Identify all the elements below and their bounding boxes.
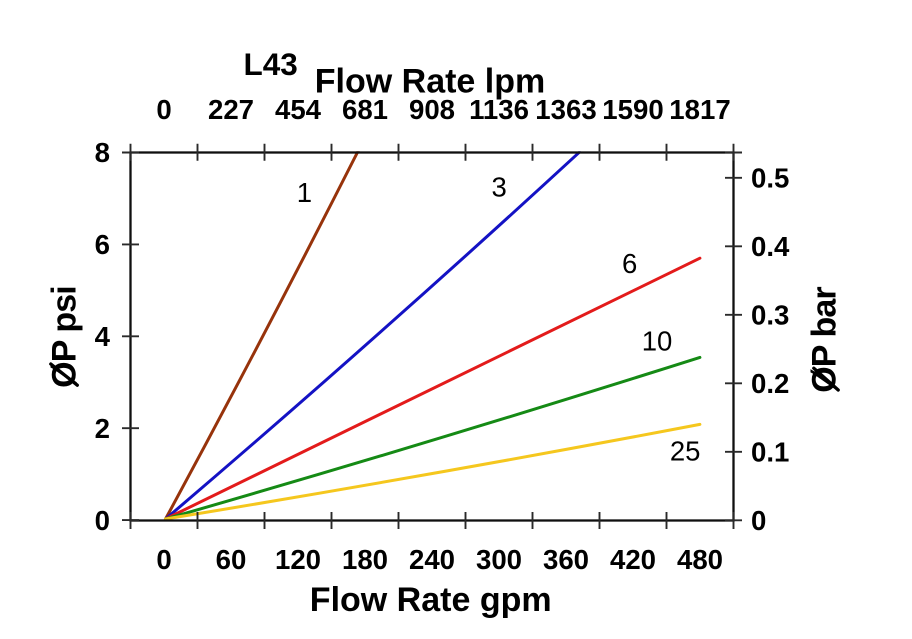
svg-text:0: 0	[751, 505, 766, 536]
svg-text:240: 240	[409, 544, 455, 575]
svg-text:10: 10	[642, 325, 673, 356]
svg-text:0.3: 0.3	[751, 300, 789, 331]
svg-text:1363: 1363	[535, 94, 596, 125]
svg-text:0: 0	[156, 94, 171, 125]
svg-text:0.5: 0.5	[751, 163, 789, 194]
svg-text:227: 227	[208, 94, 254, 125]
svg-text:8: 8	[95, 137, 110, 168]
svg-text:2: 2	[95, 413, 110, 444]
svg-text:420: 420	[610, 544, 656, 575]
svg-text:681: 681	[342, 94, 388, 125]
svg-text:1: 1	[297, 177, 312, 208]
svg-text:L43: L43	[244, 46, 298, 82]
svg-text:Flow Rate gpm: Flow Rate gpm	[310, 581, 552, 619]
svg-text:120: 120	[275, 544, 321, 575]
svg-text:0.4: 0.4	[751, 231, 790, 262]
svg-text:0.2: 0.2	[751, 368, 789, 399]
svg-text:454: 454	[275, 94, 322, 125]
svg-text:Flow Rate lpm: Flow Rate lpm	[315, 63, 545, 101]
svg-text:360: 360	[543, 544, 589, 575]
svg-text:6: 6	[622, 248, 637, 279]
svg-text:1817: 1817	[669, 94, 730, 125]
svg-text:0.1: 0.1	[751, 437, 789, 468]
svg-text:ØP psi: ØP psi	[46, 286, 84, 388]
svg-text:480: 480	[677, 544, 723, 575]
svg-text:1136: 1136	[469, 94, 529, 125]
svg-text:ØP bar: ØP bar	[806, 287, 844, 393]
svg-text:300: 300	[476, 544, 522, 575]
svg-text:60: 60	[216, 544, 247, 575]
svg-text:1590: 1590	[602, 94, 663, 125]
svg-text:25: 25	[670, 436, 701, 467]
svg-text:6: 6	[95, 229, 110, 260]
svg-text:0: 0	[156, 544, 171, 575]
svg-text:4: 4	[95, 321, 111, 352]
svg-text:908: 908	[409, 94, 455, 125]
svg-text:0: 0	[95, 505, 110, 536]
svg-text:3: 3	[492, 172, 507, 203]
svg-text:180: 180	[342, 544, 388, 575]
